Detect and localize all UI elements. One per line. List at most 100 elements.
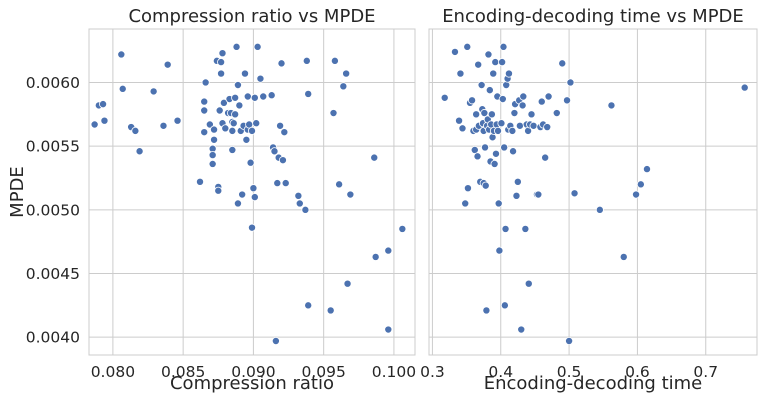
data-point xyxy=(235,101,244,110)
data-point xyxy=(246,158,255,167)
data-point xyxy=(384,246,393,255)
data-point xyxy=(302,56,311,65)
data-point xyxy=(472,110,481,119)
data-point xyxy=(515,121,524,130)
data-point xyxy=(563,96,572,105)
data-point xyxy=(215,106,224,115)
data-point xyxy=(473,152,482,161)
data-point xyxy=(527,110,536,119)
data-point xyxy=(498,58,507,67)
y-tick-label: 0.0040 xyxy=(26,329,80,347)
data-point xyxy=(173,116,182,125)
data-point xyxy=(100,116,109,125)
data-point xyxy=(558,59,567,68)
y-tick-label: 0.0050 xyxy=(26,201,80,219)
data-point xyxy=(455,116,464,125)
data-point xyxy=(488,133,497,142)
data-point xyxy=(276,121,285,130)
data-point xyxy=(521,224,530,233)
data-point xyxy=(642,165,651,174)
data-point xyxy=(519,92,528,101)
data-point xyxy=(330,56,339,65)
x-tick-label: 0.080 xyxy=(91,363,135,381)
data-point xyxy=(217,69,226,78)
data-point xyxy=(500,301,509,310)
data-point xyxy=(200,106,209,115)
y-ticks-left: 0.0040 0.0045 0.0050 0.0055 0.0060 xyxy=(26,74,80,347)
data-point xyxy=(632,190,641,199)
data-point xyxy=(543,123,552,132)
data-point xyxy=(270,147,279,156)
data-point xyxy=(484,50,493,59)
data-point xyxy=(619,252,628,261)
data-point xyxy=(117,50,126,59)
x-tick-label: 0.5 xyxy=(557,363,582,381)
data-point xyxy=(529,121,538,130)
data-point xyxy=(208,159,217,168)
plot-area-left xyxy=(88,28,416,356)
data-point xyxy=(371,252,380,261)
data-point xyxy=(487,110,496,119)
data-point xyxy=(210,135,219,144)
data-point xyxy=(498,95,507,104)
data-point xyxy=(497,119,506,128)
data-point xyxy=(370,153,379,162)
x-ticks-left: 0.080 0.085 0.090 0.095 0.100 xyxy=(91,363,416,381)
data-point xyxy=(200,97,209,106)
data-point xyxy=(491,149,500,158)
data-point xyxy=(271,336,280,345)
data-point xyxy=(90,120,99,129)
x-ticks-right: 0.3 0.4 0.5 0.6 0.7 xyxy=(420,363,718,381)
data-point xyxy=(570,189,579,198)
data-point xyxy=(512,191,521,200)
data-point xyxy=(326,306,335,315)
data-point xyxy=(217,58,226,67)
data-point xyxy=(247,126,256,135)
data-point xyxy=(218,49,227,58)
data-point xyxy=(474,60,483,69)
y-axis-label: MPDE xyxy=(7,166,28,218)
data-point xyxy=(233,199,242,208)
x-tick-label: 0.6 xyxy=(625,363,650,381)
data-point xyxy=(250,93,259,102)
data-point xyxy=(196,177,205,186)
data-point xyxy=(208,151,217,160)
data-point xyxy=(232,42,241,51)
y-tick-label: 0.0055 xyxy=(26,138,80,156)
data-point xyxy=(135,147,144,156)
data-point xyxy=(450,47,459,56)
data-point xyxy=(494,126,503,135)
data-point xyxy=(201,78,210,87)
points-left xyxy=(90,42,407,345)
data-point xyxy=(149,87,158,96)
data-point xyxy=(740,83,749,92)
data-point xyxy=(238,190,247,199)
data-point xyxy=(278,156,287,165)
data-point xyxy=(477,81,486,90)
data-point xyxy=(491,58,500,67)
data-point xyxy=(228,126,237,135)
left-x-axis-label: Compression ratio xyxy=(170,373,334,394)
data-point xyxy=(247,223,256,232)
x-tick-label: 0.095 xyxy=(301,363,345,381)
data-point xyxy=(440,93,449,102)
compression-ratio-panel: 0.080 0.085 0.090 0.095 0.100 0.00400.00450.… xyxy=(7,6,416,394)
data-point xyxy=(221,124,230,133)
encoding-decoding-panel: 0.3 0.4 0.5 0.6 0.7 Encoding-decoding time v… xyxy=(420,6,758,394)
data-point xyxy=(243,92,252,101)
data-point xyxy=(210,125,219,134)
data-point xyxy=(346,190,355,199)
data-point xyxy=(500,143,509,152)
data-point xyxy=(214,186,223,195)
data-point xyxy=(485,86,494,95)
data-point xyxy=(463,42,472,51)
data-point xyxy=(229,119,238,128)
data-point xyxy=(495,246,504,255)
data-point xyxy=(250,193,259,202)
data-point xyxy=(524,279,533,288)
data-point xyxy=(205,120,214,129)
data-point xyxy=(513,177,522,186)
data-point xyxy=(228,145,237,154)
data-point xyxy=(384,325,393,334)
